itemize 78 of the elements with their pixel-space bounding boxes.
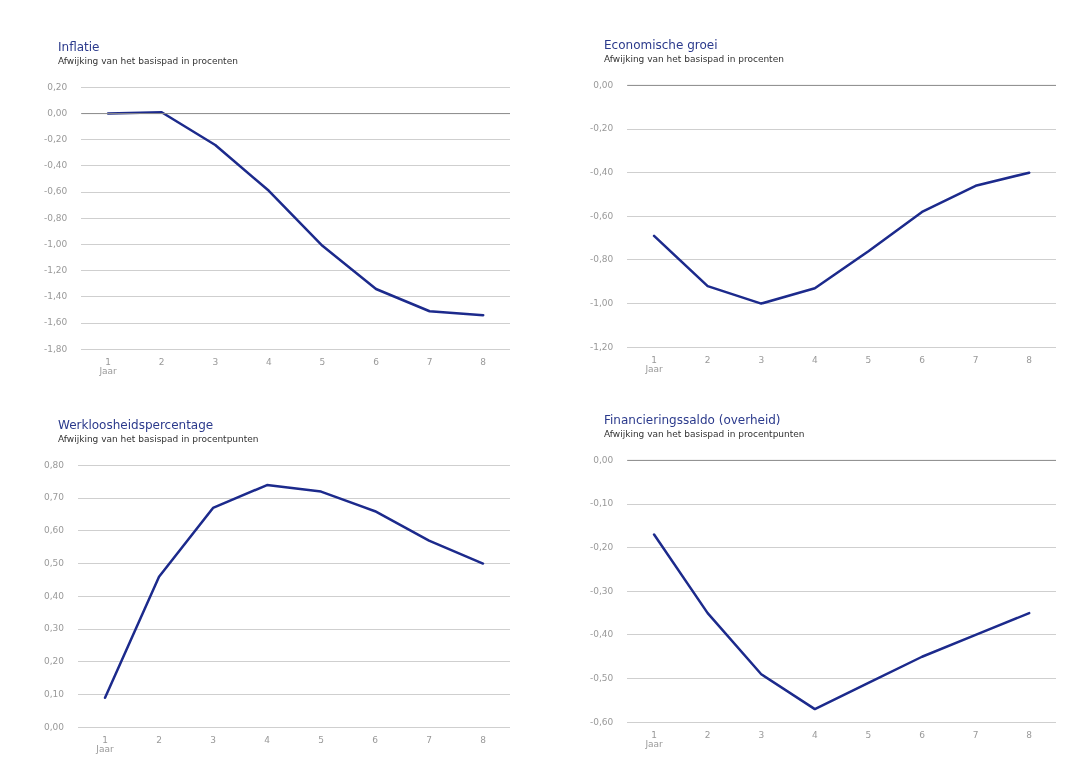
x-tick-label: 1: [105, 356, 111, 367]
y-tick-label: -0,60: [43, 186, 68, 197]
y-tick-label: -1,60: [43, 317, 68, 328]
y-tick-label: 0,70: [43, 492, 65, 503]
x-tick-label: 4: [265, 356, 272, 367]
y-tick-label: -0,80: [43, 212, 68, 223]
x-axis-title: Jaar: [98, 366, 118, 377]
y-tick-label: -1,00: [43, 238, 68, 249]
x-tick-label: 3: [758, 354, 765, 365]
y-tick-label: -1,40: [43, 291, 68, 302]
chart-subtitle: Afwijking van het basispad in procentpunten: [604, 429, 806, 441]
x-tick-label: 6: [372, 734, 379, 745]
x-tick-label: 5: [318, 734, 324, 745]
x-tick-label: 4: [811, 354, 818, 365]
x-tick-label: 7: [972, 354, 979, 365]
x-tick-label: 3: [210, 734, 216, 745]
y-tick-label: -0,60: [589, 210, 614, 221]
y-tick-label: -0,20: [589, 542, 614, 553]
chart-title: Economische groei: [604, 38, 719, 54]
x-tick-label: 3: [212, 356, 219, 367]
y-tick-label: -0,30: [589, 585, 614, 596]
x-tick-label: 3: [758, 729, 765, 740]
y-tick-label: 0,40: [43, 590, 65, 601]
y-tick-label: 0,00: [43, 721, 65, 732]
x-tick-label: 6: [373, 356, 380, 367]
y-tick-label: -0,20: [43, 134, 68, 145]
y-tick-label: 0,00: [47, 107, 68, 118]
y-tick-label: 0,20: [43, 656, 65, 667]
y-tick-label: 0,00: [593, 79, 614, 90]
x-tick-label: 8: [480, 734, 487, 745]
x-tick-label: 8: [480, 356, 487, 367]
x-tick-label: 4: [811, 729, 818, 740]
x-tick-label: 5: [865, 729, 872, 740]
y-tick-label: 0,10: [43, 688, 65, 699]
y-tick-label: -0,40: [589, 167, 614, 178]
x-tick-label: 4: [264, 734, 271, 745]
chart-title: Werkloosheidspercentage: [58, 418, 215, 434]
y-tick-label: -1,20: [589, 341, 614, 352]
chart-title: Inflatie: [58, 40, 101, 56]
chart-subtitle: Afwijking van het basispad in procentpunten: [58, 434, 260, 446]
y-tick-label: 0,20: [47, 81, 68, 92]
x-tick-label: 6: [919, 729, 926, 740]
chart-subtitle: Afwijking van het basispad in procenten: [604, 54, 785, 66]
y-tick-label: 0,50: [43, 557, 65, 568]
x-tick-label: 2: [704, 354, 711, 365]
x-tick-label: 5: [865, 354, 872, 365]
y-tick-label: 0,60: [43, 525, 65, 536]
x-tick-label: 2: [156, 734, 162, 745]
x-tick-label: 8: [1026, 729, 1033, 740]
y-tick-label: 0,00: [593, 454, 614, 465]
chart-title: Financieringssaldo (overheid): [604, 413, 782, 429]
y-tick-label: -0,60: [589, 716, 614, 727]
y-tick-label: -1,20: [43, 265, 68, 275]
chart-subtitle: Afwijking van het basispad in procenten: [58, 56, 239, 68]
x-tick-label: 2: [704, 729, 711, 740]
x-tick-label: 7: [972, 729, 979, 740]
y-tick-label: -0,40: [589, 629, 614, 640]
y-tick-label: 0,30: [43, 623, 65, 634]
x-tick-label: 7: [426, 734, 432, 745]
x-tick-label: 6: [919, 354, 926, 365]
x-tick-label: 1: [102, 734, 108, 745]
y-tick-label: -1,00: [589, 297, 614, 308]
y-tick-label: -0,40: [43, 160, 68, 171]
x-axis-title: Jaar: [95, 744, 115, 755]
y-tick-label: -0,50: [589, 672, 614, 683]
x-tick-label: 8: [1026, 354, 1033, 365]
x-tick-label: 7: [426, 356, 433, 367]
y-tick-label: -0,20: [589, 123, 614, 134]
x-axis-title: Jaar: [644, 364, 664, 375]
y-tick-label: -1,80: [43, 343, 68, 354]
x-tick-label: 1: [651, 354, 657, 365]
y-tick-label: -0,10: [589, 498, 614, 509]
x-tick-label: 5: [319, 356, 326, 367]
y-tick-label: 0,80: [43, 459, 65, 470]
y-tick-label: -0,80: [589, 254, 614, 265]
x-tick-label: 1: [651, 729, 657, 740]
x-axis-title: Jaar: [644, 739, 664, 750]
x-tick-label: 2: [158, 356, 165, 367]
